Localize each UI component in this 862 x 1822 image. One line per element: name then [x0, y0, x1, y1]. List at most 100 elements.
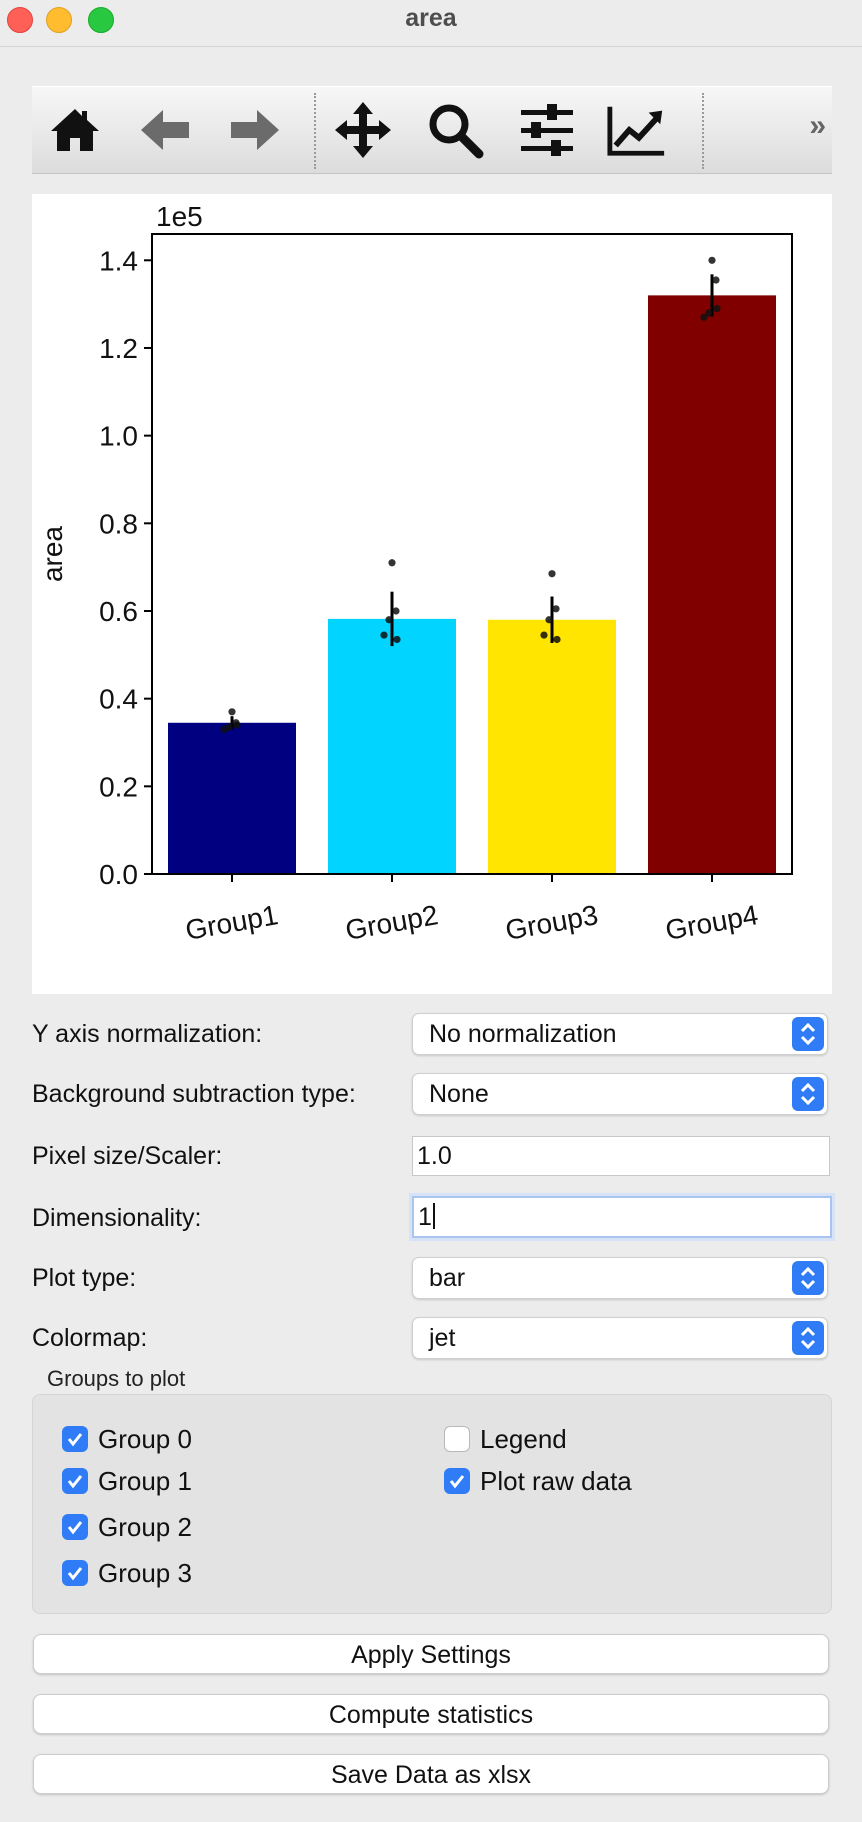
toolbar-separator	[314, 93, 316, 169]
raw-data-point	[708, 256, 716, 264]
plot-type-value: bar	[429, 1264, 466, 1292]
configure-icon[interactable]	[516, 101, 578, 159]
raw-data-point	[553, 635, 561, 644]
y-axis-normalization-value: No normalization	[429, 1020, 617, 1048]
plot-canvas: 0.0 0.2 0.4 0.6 0.8 1.0 1.2 1.4 Group1 Group2 Grou…	[32, 194, 832, 994]
y-tick-label: 0.6	[99, 596, 138, 627]
minimize-window-button[interactable]	[46, 7, 72, 33]
home-icon[interactable]	[44, 101, 106, 159]
dimensionality-value: 1	[418, 1203, 432, 1231]
select-arrows-icon	[792, 1077, 824, 1111]
bar-group4	[648, 295, 776, 874]
colormap-label: Colormap:	[32, 1324, 148, 1352]
window-title: area	[405, 4, 457, 32]
back-arrow-icon[interactable]	[134, 101, 196, 159]
legend-checkbox[interactable]: Legend	[444, 1424, 567, 1454]
dimensionality-label: Dimensionality:	[32, 1204, 202, 1232]
checkmark-icon	[62, 1514, 88, 1540]
plot-type-select[interactable]: bar	[412, 1257, 828, 1299]
plot-raw-data-label: Plot raw data	[480, 1465, 632, 1496]
x-tick-label: Group3	[503, 899, 600, 946]
group-3-label: Group 3	[98, 1557, 192, 1588]
unchecked-box-icon	[444, 1426, 470, 1452]
background-subtraction-select[interactable]: None	[412, 1073, 828, 1115]
plot-toolbar: »	[32, 86, 832, 174]
groups-to-plot-title: Groups to plot	[47, 1366, 186, 1391]
y-tick-label: 0.8	[99, 508, 138, 539]
group-2-checkbox[interactable]: Group 2	[62, 1512, 192, 1542]
raw-data-point	[545, 616, 553, 624]
plot-type-label: Plot type:	[32, 1264, 137, 1292]
y-tick-label: 1.2	[99, 333, 138, 364]
bar-group2	[328, 618, 456, 874]
background-subtraction-value: None	[429, 1080, 489, 1108]
groups-to-plot-box: Group 0 Group 1 Group 2 Group 3 Legend P…	[32, 1394, 832, 1614]
text-cursor	[432, 1203, 435, 1229]
group-1-checkbox[interactable]: Group 1	[62, 1466, 192, 1496]
dimensionality-field[interactable]: 1	[412, 1196, 832, 1238]
checkmark-icon	[62, 1468, 88, 1494]
title-bar: area	[0, 0, 862, 47]
y-tick-label: 1.4	[99, 245, 138, 276]
save-data-xlsx-button[interactable]: Save Data as xlsx	[33, 1754, 829, 1794]
raw-data-point	[380, 631, 388, 639]
group-1-label: Group 1	[98, 1465, 192, 1496]
raw-data-point	[540, 631, 548, 639]
compute-statistics-button[interactable]: Compute statistics	[33, 1694, 829, 1734]
raw-data-point	[713, 304, 721, 313]
colormap-value: jet	[429, 1324, 456, 1352]
x-tick-label: Group1	[183, 899, 280, 946]
axes-frame	[151, 233, 793, 875]
y-axis-normalization-select[interactable]: No normalization	[412, 1013, 828, 1055]
raw-data-point	[712, 276, 720, 284]
x-tick-label: Group2	[343, 899, 440, 946]
raw-data-point	[220, 725, 228, 733]
raw-data-point	[233, 721, 241, 729]
checkmark-icon	[444, 1468, 470, 1494]
checkmark-icon	[62, 1426, 88, 1452]
edit-curves-icon[interactable]	[606, 101, 668, 159]
checkmark-icon	[62, 1560, 88, 1586]
select-arrows-icon	[792, 1261, 824, 1295]
pixel-size-value: 1.0	[417, 1142, 452, 1170]
bar-group3	[488, 619, 616, 874]
pixel-size-field[interactable]: 1.0	[412, 1136, 830, 1176]
group-2-label: Group 2	[98, 1511, 192, 1542]
raw-data-point	[228, 708, 236, 716]
raw-data-point	[392, 607, 400, 615]
raw-data-point	[385, 616, 393, 624]
move-icon[interactable]	[332, 101, 394, 159]
toolbar-separator	[702, 93, 704, 169]
y-tick-label: 1.0	[99, 421, 138, 452]
plot-raw-data-checkbox[interactable]: Plot raw data	[444, 1466, 632, 1496]
raw-data-point	[700, 313, 708, 321]
close-window-button[interactable]	[7, 7, 33, 33]
y-axis-normalization-label: Y axis normalization:	[32, 1020, 263, 1048]
maximize-window-button[interactable]	[88, 7, 114, 33]
forward-arrow-icon[interactable]	[224, 101, 286, 159]
bar-chart: 0.0 0.2 0.4 0.6 0.8 1.0 1.2 1.4 Group1 Group2 Grou…	[37, 201, 793, 946]
y-tick-label: 0.0	[99, 859, 138, 890]
raw-data-point	[393, 635, 401, 644]
raw-data-point	[548, 570, 556, 578]
y-tick-label: 0.4	[99, 684, 138, 715]
y-axis-label: area	[37, 526, 68, 582]
colormap-select[interactable]: jet	[412, 1317, 828, 1359]
axis-offset-text: 1e5	[156, 201, 203, 232]
background-subtraction-label: Background subtraction type:	[32, 1080, 356, 1108]
raw-data-point	[388, 559, 396, 567]
group-0-label: Group 0	[98, 1423, 192, 1454]
select-arrows-icon	[792, 1321, 824, 1355]
pixel-size-label: Pixel size/Scaler:	[32, 1142, 223, 1170]
x-tick-label: Group4	[663, 899, 760, 946]
select-arrows-icon	[792, 1017, 824, 1051]
raw-data-point	[705, 309, 713, 317]
group-3-checkbox[interactable]: Group 3	[62, 1558, 192, 1588]
group-0-checkbox[interactable]: Group 0	[62, 1424, 192, 1454]
toolbar-overflow-icon[interactable]: »	[809, 109, 826, 142]
zoom-icon[interactable]	[424, 101, 486, 159]
apply-settings-button[interactable]: Apply Settings	[33, 1634, 829, 1674]
legend-label: Legend	[480, 1423, 567, 1454]
bar-group1	[168, 722, 296, 874]
y-tick-label: 0.2	[99, 771, 138, 802]
